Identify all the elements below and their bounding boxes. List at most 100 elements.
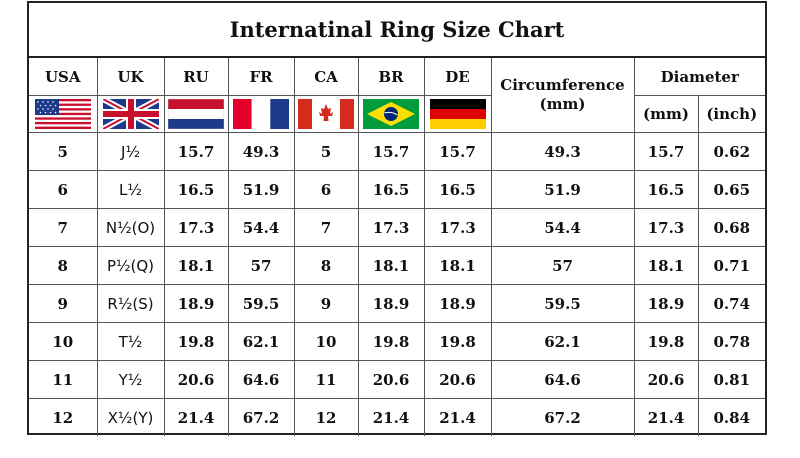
- cell-uk: T½: [96, 322, 165, 361]
- ring-size-chart: Internatinal Ring Size Chart USA UK RU F…: [27, 1, 767, 436]
- cell-circ: 59.5: [490, 284, 635, 323]
- cell-inch: 0.62: [697, 132, 765, 171]
- flag-cell-uk: [96, 95, 165, 133]
- cell-de: 18.1: [423, 246, 492, 285]
- cell-fr: 51.9: [227, 170, 295, 209]
- cell-ca: 11: [293, 360, 359, 399]
- cell-fr: 62.1: [227, 322, 295, 361]
- header-diameter-inch: (inch): [697, 95, 765, 133]
- header-circumference-label: Circumference: [500, 76, 625, 94]
- cell-usa: 5: [29, 132, 98, 171]
- cell-ru: 21.4: [163, 398, 229, 436]
- table-row: 11 Y½ 20.6 64.6 11 20.6 20.6 64.6 20.6 0.81: [29, 360, 765, 399]
- cell-fr: 49.3: [227, 132, 295, 171]
- cell-mm: 18.1: [633, 246, 699, 285]
- cell-ca: 5: [293, 132, 359, 171]
- cell-ca: 9: [293, 284, 359, 323]
- brazil-flag-icon: [363, 99, 419, 129]
- cell-uk: L½: [96, 170, 165, 209]
- cell-ru: 16.5: [163, 170, 229, 209]
- cell-circ: 67.2: [490, 398, 635, 436]
- cell-usa: 9: [29, 284, 98, 323]
- cell-fr: 59.5: [227, 284, 295, 323]
- cell-mm: 17.3: [633, 208, 699, 247]
- cell-circ: 62.1: [490, 322, 635, 361]
- table-row: 12 X½(Y) 21.4 67.2 12 21.4 21.4 67.2 21.4 0.84: [29, 398, 765, 436]
- cell-inch: 0.81: [697, 360, 765, 399]
- cell-circ: 54.4: [490, 208, 635, 247]
- cell-ca: 8: [293, 246, 359, 285]
- cell-ru: 15.7: [163, 132, 229, 171]
- flag-cell-ru: [163, 95, 229, 133]
- cell-br: 20.6: [357, 360, 425, 399]
- header-usa: USA: [29, 58, 98, 96]
- cell-mm: 18.9: [633, 284, 699, 323]
- cell-de: 15.7: [423, 132, 492, 171]
- cell-br: 19.8: [357, 322, 425, 361]
- cell-br: 16.5: [357, 170, 425, 209]
- cell-ca: 10: [293, 322, 359, 361]
- cell-uk: X½(Y): [96, 398, 165, 436]
- flag-cell-fr: [227, 95, 295, 133]
- table-row: 6 L½ 16.5 51.9 6 16.5 16.5 51.9 16.5 0.65: [29, 170, 765, 209]
- header-ca: CA: [293, 58, 359, 96]
- header-de: DE: [423, 58, 492, 96]
- cell-br: 21.4: [357, 398, 425, 436]
- cell-uk: Y½: [96, 360, 165, 399]
- header-circumference: Circumference (mm): [490, 58, 635, 133]
- cell-mm: 21.4: [633, 398, 699, 436]
- header-circumference-unit: (mm): [539, 95, 586, 113]
- cell-inch: 0.78: [697, 322, 765, 361]
- cell-br: 17.3: [357, 208, 425, 247]
- cell-circ: 49.3: [490, 132, 635, 171]
- cell-inch: 0.74: [697, 284, 765, 323]
- cell-uk: J½: [96, 132, 165, 171]
- cell-br: 18.1: [357, 246, 425, 285]
- usa-flag-icon: [34, 99, 91, 129]
- cell-br: 18.9: [357, 284, 425, 323]
- uk-flag-icon: [102, 99, 159, 129]
- cell-mm: 15.7: [633, 132, 699, 171]
- cell-ru: 18.1: [163, 246, 229, 285]
- cell-usa: 12: [29, 398, 98, 436]
- table-row: 8 P½(Q) 18.1 57 8 18.1 18.1 57 18.1 0.71: [29, 246, 765, 285]
- table-row: 5 J½ 15.7 49.3 5 15.7 15.7 49.3 15.7 0.62: [29, 132, 765, 171]
- cell-inch: 0.84: [697, 398, 765, 436]
- cell-mm: 20.6: [633, 360, 699, 399]
- cell-mm: 16.5: [633, 170, 699, 209]
- header-diameter-mm: (mm): [633, 95, 699, 133]
- cell-de: 19.8: [423, 322, 492, 361]
- cell-fr: 54.4: [227, 208, 295, 247]
- flag-cell-ca: [293, 95, 359, 133]
- germany-flag-icon: [429, 99, 486, 129]
- header-ru: RU: [163, 58, 229, 96]
- ring-size-table: USA UK RU FR CA BR DE Circumference (mm)…: [29, 58, 765, 436]
- table-row: 10 T½ 19.8 62.1 10 19.8 19.8 62.1 19.8 0.78: [29, 322, 765, 361]
- cell-fr: 64.6: [227, 360, 295, 399]
- cell-uk: P½(Q): [96, 246, 165, 285]
- cell-ru: 17.3: [163, 208, 229, 247]
- header-uk: UK: [96, 58, 165, 96]
- cell-circ: 64.6: [490, 360, 635, 399]
- cell-de: 20.6: [423, 360, 492, 399]
- cell-usa: 6: [29, 170, 98, 209]
- cell-inch: 0.71: [697, 246, 765, 285]
- cell-circ: 57: [490, 246, 635, 285]
- chart-title: Internatinal Ring Size Chart: [29, 3, 765, 58]
- cell-ru: 19.8: [163, 322, 229, 361]
- cell-uk: R½(S): [96, 284, 165, 323]
- header-fr: FR: [227, 58, 295, 96]
- cell-fr: 57: [227, 246, 295, 285]
- flag-cell-br: [357, 95, 425, 133]
- flag-cell-usa: [29, 95, 98, 133]
- cell-br: 15.7: [357, 132, 425, 171]
- cell-inch: 0.65: [697, 170, 765, 209]
- cell-usa: 10: [29, 322, 98, 361]
- cell-usa: 11: [29, 360, 98, 399]
- cell-de: 18.9: [423, 284, 492, 323]
- cell-ca: 6: [293, 170, 359, 209]
- cell-fr: 67.2: [227, 398, 295, 436]
- header-diameter: Diameter: [633, 58, 765, 96]
- cell-de: 16.5: [423, 170, 492, 209]
- france-flag-icon: [233, 99, 289, 129]
